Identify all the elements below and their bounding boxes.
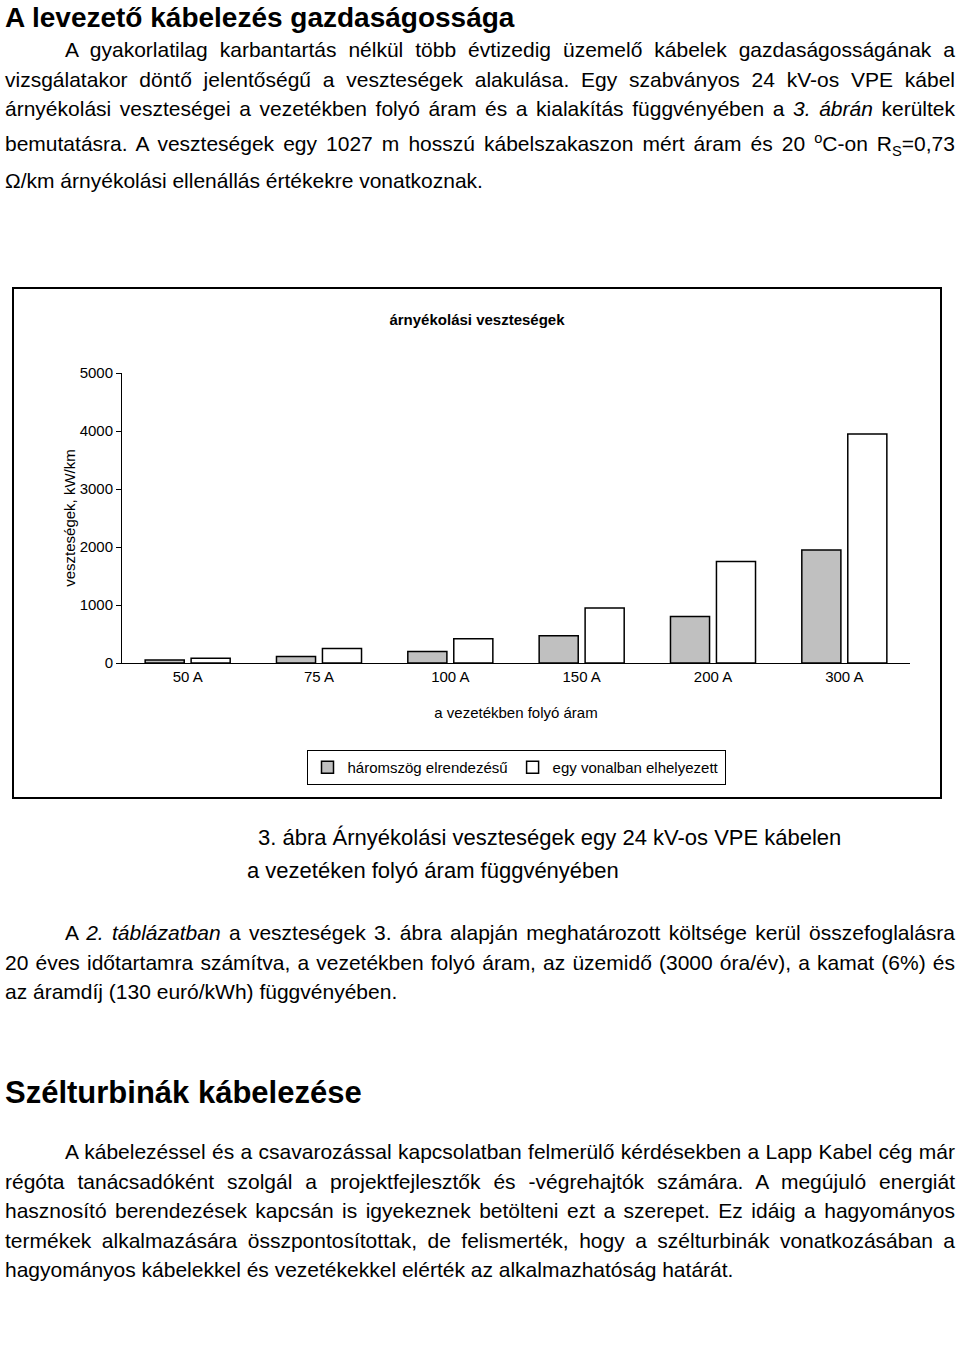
svg-text:0: 0 (105, 654, 113, 671)
svg-text:150 A: 150 A (562, 668, 600, 685)
svg-text:háromszög elrendezésű: háromszög elrendezésű (348, 759, 508, 776)
svg-text:2000: 2000 (80, 538, 113, 555)
svg-text:a vezetékben folyó áram: a vezetékben folyó áram (434, 704, 597, 721)
svg-text:egy vonalban elhelyezett: egy vonalban elhelyezett (553, 759, 719, 776)
svg-text:1000: 1000 (80, 596, 113, 613)
html-text:a vezetéken folyó áram függvén: a vezetéken folyó áram függvényében (247, 858, 619, 883)
svg-text:árnyékolási veszteségek: árnyékolási veszteségek (389, 311, 565, 328)
html-text:3. ábra Árnyékolási vesztesége: 3. ábra Árnyékolási veszteségek egy 24 k… (258, 825, 842, 850)
svg-text:300 A: 300 A (825, 668, 863, 685)
svg-text:75 A: 75 A (304, 668, 334, 685)
html-text:A 2. táblázatban a veszteségek: A 2. táblázatban a veszteségek 3. ábra a… (5, 921, 955, 1003)
html-text:A kábelezéssel és a csavarozás: A kábelezéssel és a csavarozással kapcso… (5, 1140, 955, 1281)
svg-text:4000: 4000 (80, 422, 113, 439)
svg-text:5000: 5000 (80, 364, 113, 381)
html-text:A gyakorlatilag karbantartás n: A gyakorlatilag karbantartás nélkül több… (5, 38, 955, 193)
svg-text:200 A: 200 A (694, 668, 732, 685)
svg-text:100 A: 100 A (431, 668, 469, 685)
svg-text:50 A: 50 A (173, 668, 203, 685)
html-text:A levezető kábelezés gazdaságo: A levezető kábelezés gazdaságossága (5, 2, 515, 33)
svg-text:3000: 3000 (80, 480, 113, 497)
html-text:Szélturbinák kábelezése: Szélturbinák kábelezése (5, 1075, 362, 1110)
svg-text:veszteségek, kW/km: veszteségek, kW/km (61, 449, 78, 587)
